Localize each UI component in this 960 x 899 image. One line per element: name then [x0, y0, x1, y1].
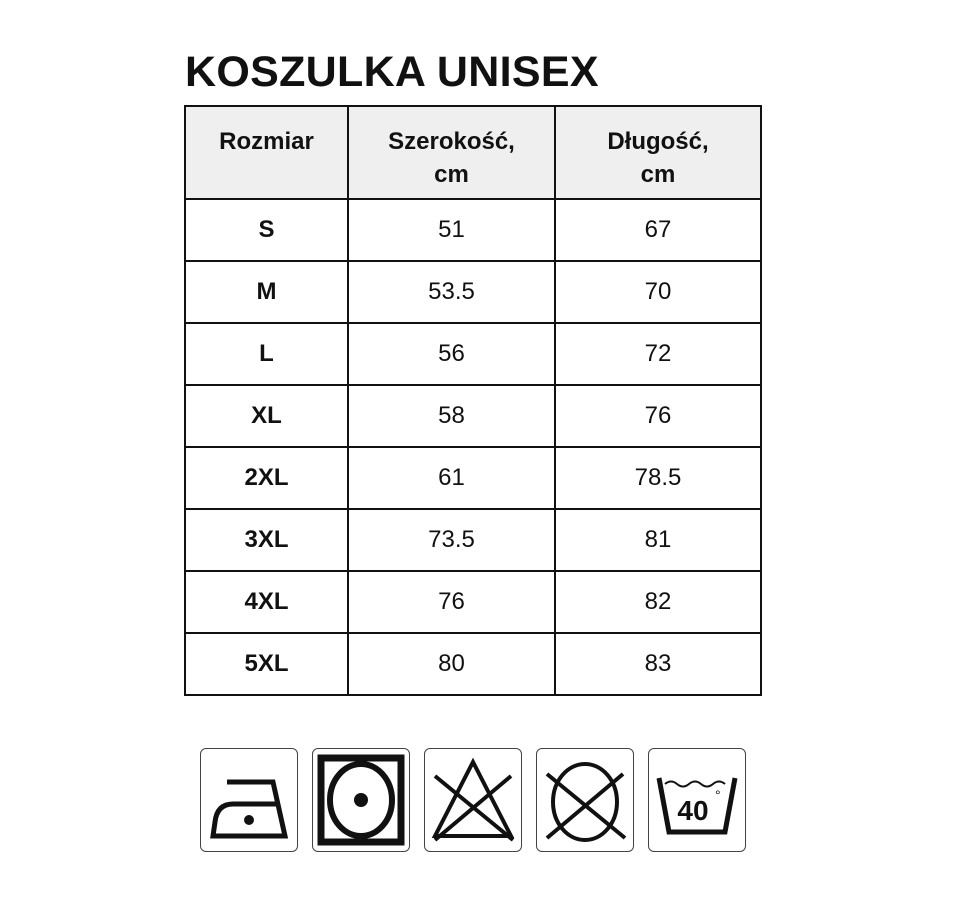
width-cell: 76: [347, 570, 556, 634]
do-not-dry-clean-icon: [536, 748, 634, 852]
header-length-label: Długość,: [607, 128, 709, 155]
table-header-row: Rozmiar Szerokość, cm Długość, cm: [184, 105, 762, 200]
length-cell: 70: [554, 260, 762, 324]
do-not-bleach-icon: [424, 748, 522, 852]
width-cell: 56: [347, 322, 556, 386]
degree-symbol: °: [715, 787, 721, 803]
tumble-dry-low-icon: [312, 748, 410, 852]
width-cell: 61: [347, 446, 556, 510]
width-cell: 80: [347, 632, 556, 696]
size-cell: 5XL: [184, 632, 349, 696]
length-cell: 76: [554, 384, 762, 448]
width-cell: 58: [347, 384, 556, 448]
size-table: Rozmiar Szerokość, cm Długość, cm S 51 67 M 53…: [184, 105, 762, 696]
header-width-label: Szerokość,: [388, 128, 515, 155]
length-cell: 72: [554, 322, 762, 386]
table-row: XL 58 76: [184, 384, 762, 448]
header-size: Rozmiar: [184, 105, 349, 200]
table-row: 5XL 80 83: [184, 632, 762, 696]
size-cell: XL: [184, 384, 349, 448]
table-row: L 56 72: [184, 322, 762, 386]
table-row: 4XL 76 82: [184, 570, 762, 634]
size-cell: 2XL: [184, 446, 349, 510]
table-row: M 53.5 70: [184, 260, 762, 324]
table-row: 3XL 73.5 81: [184, 508, 762, 572]
width-cell: 51: [347, 198, 556, 262]
length-cell: 78.5: [554, 446, 762, 510]
size-cell: S: [184, 198, 349, 262]
header-width: Szerokość, cm: [347, 105, 556, 200]
width-cell: 73.5: [347, 508, 556, 572]
header-length-unit: cm: [640, 161, 676, 188]
size-cell: M: [184, 260, 349, 324]
length-cell: 83: [554, 632, 762, 696]
header-width-unit: cm: [434, 161, 469, 188]
care-icons: 40 °: [200, 748, 746, 852]
wash-temperature-label: 40: [677, 795, 708, 826]
table-row: S 51 67: [184, 198, 762, 262]
page-title: KOSZULKA UNISEX: [185, 48, 599, 96]
width-cell: 53.5: [347, 260, 556, 324]
size-cell: 3XL: [184, 508, 349, 572]
size-cell: L: [184, 322, 349, 386]
header-length: Długość, cm: [554, 105, 762, 200]
wash-40-icon: 40 °: [648, 748, 746, 852]
table-row: 2XL 61 78.5: [184, 446, 762, 510]
size-cell: 4XL: [184, 570, 349, 634]
length-cell: 67: [554, 198, 762, 262]
length-cell: 82: [554, 570, 762, 634]
length-cell: 81: [554, 508, 762, 572]
iron-low-temperature-icon: [200, 748, 298, 852]
